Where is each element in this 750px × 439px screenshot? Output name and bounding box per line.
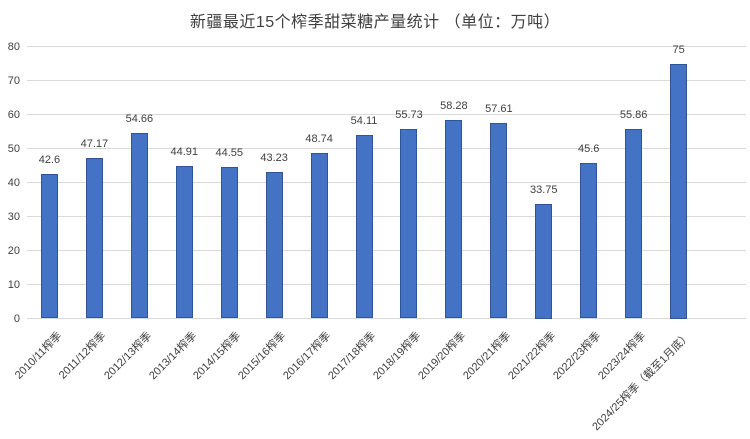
bar bbox=[580, 163, 598, 319]
y-tick-label: 60 bbox=[7, 108, 20, 121]
bar bbox=[40, 173, 58, 319]
y-tick-label: 50 bbox=[7, 142, 20, 155]
bar bbox=[445, 120, 463, 319]
y-tick-label: 70 bbox=[7, 74, 20, 87]
data-label: 75 bbox=[672, 43, 685, 56]
bar bbox=[175, 165, 193, 319]
y-tick-label: 20 bbox=[7, 244, 20, 257]
gridline bbox=[27, 114, 746, 115]
gridline bbox=[27, 80, 746, 81]
y-tick-label: 30 bbox=[7, 210, 20, 223]
y-tick-label: 80 bbox=[7, 40, 20, 53]
gridline bbox=[27, 250, 746, 251]
gridline bbox=[27, 182, 746, 183]
gridline bbox=[27, 284, 746, 285]
bar bbox=[625, 128, 643, 319]
gridline bbox=[27, 216, 746, 217]
data-label: 58.28 bbox=[440, 100, 468, 113]
data-label: 54.11 bbox=[350, 114, 378, 127]
data-label: 44.91 bbox=[170, 145, 199, 158]
data-label: 43.23 bbox=[260, 151, 288, 164]
x-tick-label: 2012/13榨季 bbox=[101, 329, 154, 382]
bar bbox=[220, 167, 238, 319]
data-label: 48.74 bbox=[305, 132, 333, 145]
data-label: 57.61 bbox=[485, 102, 513, 115]
data-label: 55.86 bbox=[619, 108, 648, 121]
bar bbox=[310, 152, 328, 319]
data-label: 33.75 bbox=[530, 183, 558, 196]
bar bbox=[670, 63, 688, 319]
bar bbox=[400, 129, 418, 319]
data-label: 45.6 bbox=[578, 143, 600, 156]
bar bbox=[130, 132, 148, 319]
data-label: 42.6 bbox=[38, 153, 61, 166]
bar bbox=[265, 171, 283, 319]
data-label: 54.66 bbox=[125, 112, 154, 125]
bar bbox=[535, 203, 553, 319]
bar bbox=[85, 158, 103, 319]
gridline bbox=[27, 318, 746, 319]
data-label: 44.55 bbox=[215, 147, 243, 160]
bar bbox=[490, 122, 508, 319]
y-tick-label: 40 bbox=[7, 176, 20, 189]
gridline bbox=[27, 46, 746, 47]
y-tick-label: 10 bbox=[7, 278, 20, 291]
chart-title: 新疆最近15个榨季甜菜糖产量统计 （单位：万吨） bbox=[189, 14, 561, 31]
bar bbox=[355, 134, 373, 319]
data-label: 55.73 bbox=[395, 109, 423, 122]
y-tick-label: 0 bbox=[13, 312, 20, 325]
data-label: 47.17 bbox=[80, 138, 109, 151]
gridline bbox=[27, 148, 746, 149]
